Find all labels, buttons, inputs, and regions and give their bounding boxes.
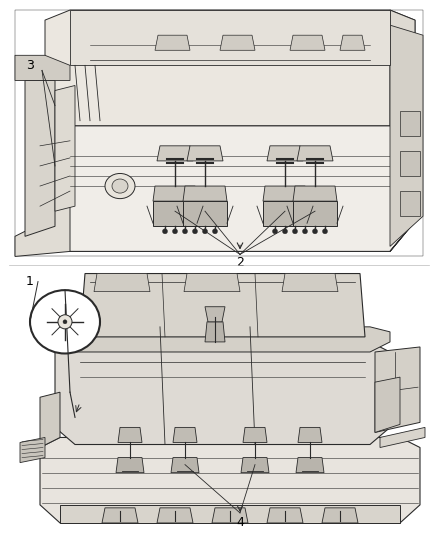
Polygon shape (45, 10, 415, 126)
Polygon shape (60, 505, 400, 523)
Polygon shape (15, 10, 423, 256)
Polygon shape (297, 146, 333, 161)
Polygon shape (400, 191, 420, 216)
Circle shape (183, 229, 187, 234)
Polygon shape (157, 146, 193, 161)
Polygon shape (40, 438, 420, 523)
Polygon shape (118, 427, 142, 442)
Polygon shape (298, 427, 322, 442)
Polygon shape (212, 508, 248, 523)
Ellipse shape (30, 290, 100, 353)
Polygon shape (263, 186, 307, 201)
Polygon shape (80, 273, 365, 337)
Polygon shape (187, 146, 223, 161)
Circle shape (212, 229, 218, 234)
Polygon shape (55, 327, 390, 352)
Polygon shape (153, 201, 197, 227)
Polygon shape (94, 273, 150, 292)
Polygon shape (15, 126, 70, 256)
Polygon shape (155, 35, 190, 50)
Text: 3: 3 (26, 59, 34, 72)
Polygon shape (116, 457, 144, 473)
Polygon shape (70, 10, 390, 66)
Circle shape (272, 229, 278, 234)
Text: 1: 1 (26, 275, 34, 288)
Polygon shape (241, 457, 269, 473)
Text: 2: 2 (236, 256, 244, 269)
Polygon shape (45, 126, 415, 252)
Polygon shape (25, 80, 55, 236)
Polygon shape (20, 438, 45, 463)
Polygon shape (322, 508, 358, 523)
Circle shape (322, 229, 328, 234)
Polygon shape (390, 10, 415, 252)
Polygon shape (183, 186, 227, 201)
Polygon shape (40, 392, 60, 448)
Polygon shape (157, 508, 193, 523)
Polygon shape (290, 35, 325, 50)
Polygon shape (102, 508, 138, 523)
Polygon shape (205, 306, 225, 322)
Ellipse shape (112, 179, 128, 193)
Polygon shape (400, 151, 420, 176)
Circle shape (58, 315, 72, 329)
Polygon shape (380, 427, 425, 448)
Circle shape (192, 229, 198, 234)
Polygon shape (293, 186, 337, 201)
Polygon shape (55, 342, 390, 445)
Polygon shape (267, 146, 303, 161)
Polygon shape (263, 201, 307, 227)
Polygon shape (173, 427, 197, 442)
Ellipse shape (105, 173, 135, 199)
Polygon shape (267, 508, 303, 523)
Circle shape (162, 229, 167, 234)
Polygon shape (282, 273, 338, 292)
Circle shape (303, 229, 307, 234)
Polygon shape (296, 457, 324, 473)
Polygon shape (340, 35, 365, 50)
Circle shape (63, 320, 67, 324)
Circle shape (283, 229, 287, 234)
Polygon shape (171, 457, 199, 473)
Polygon shape (183, 201, 227, 227)
Circle shape (202, 229, 208, 234)
Polygon shape (220, 35, 255, 50)
Text: 4: 4 (236, 516, 244, 529)
Polygon shape (184, 273, 240, 292)
Polygon shape (15, 55, 70, 80)
Polygon shape (153, 186, 197, 201)
Circle shape (173, 229, 177, 234)
Circle shape (293, 229, 297, 234)
Polygon shape (390, 25, 423, 246)
Polygon shape (55, 85, 75, 211)
Polygon shape (293, 201, 337, 227)
Polygon shape (205, 322, 225, 342)
Polygon shape (375, 347, 420, 432)
Circle shape (312, 229, 318, 234)
Polygon shape (243, 427, 267, 442)
Polygon shape (375, 377, 400, 432)
Polygon shape (400, 111, 420, 136)
